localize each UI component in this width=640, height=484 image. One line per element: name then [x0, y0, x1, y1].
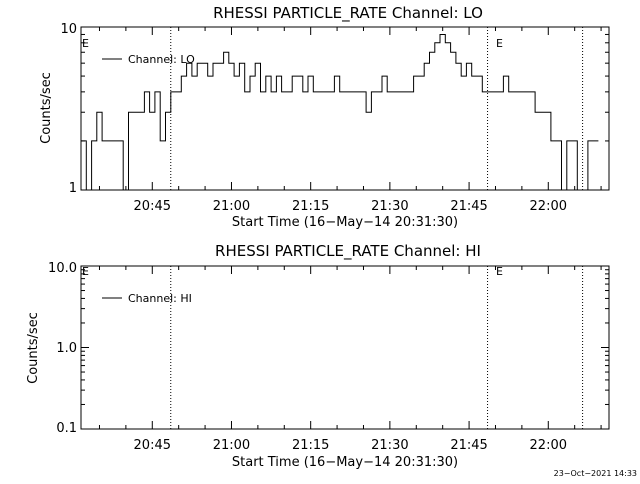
panel-lo-title: RHESSI PARTICLE_RATE Channel: LO	[213, 4, 483, 23]
panel-lo-xticks: 20:45 21:00 21:15 21:30 21:45 22:00	[98, 27, 602, 214]
xtick-label: 21:45	[450, 199, 487, 214]
xtick-label: 20:45	[134, 199, 171, 214]
panel-lo-legend-label: Channel: LO	[128, 53, 195, 66]
panel-hi-marker-label-e2: E	[496, 265, 503, 278]
xtick-label: 21:30	[371, 199, 408, 214]
panel-hi-ytick-10-0: 10.0	[48, 261, 77, 276]
xtick-label: 20:45	[134, 438, 171, 453]
xtick-label: 21:15	[292, 199, 329, 214]
panel-hi-xlabel: Start Time (16−May−14 20:31:30)	[232, 455, 458, 470]
xtick-label: 21:30	[371, 438, 408, 453]
series-line-lo	[81, 34, 599, 191]
xtick-label: 21:00	[213, 438, 250, 453]
panel-hi-markers	[170, 266, 584, 429]
xtick-label: 22:00	[530, 438, 567, 453]
footer-date: 23−Oct−2021 14:33	[554, 469, 637, 478]
panel-lo-ylabel: Counts/sec	[39, 72, 54, 144]
panel-hi: RHESSI PARTICLE_RATE Channel: HI Counts/…	[26, 242, 610, 470]
panel-lo-ytick-1: 1	[69, 181, 77, 196]
panel-lo-marker-label-e1: E	[82, 37, 89, 50]
panel-hi-ylabel: Counts/sec	[26, 312, 41, 384]
panel-lo-yticks	[81, 33, 609, 191]
xtick-label: 21:15	[292, 438, 329, 453]
panel-lo-ytick-10: 10	[60, 22, 77, 37]
panel-hi-yticks	[81, 269, 609, 430]
xtick-label: 22:00	[530, 199, 567, 214]
panel-hi-xticks: 20:45 21:00 21:15 21:30 21:45 22:00	[98, 266, 602, 453]
panel-lo: RHESSI PARTICLE_RATE Channel: LO Counts/…	[39, 4, 610, 230]
panel-hi-axes-frame	[80, 265, 610, 430]
panel-hi-marker-label-e1: E	[82, 265, 89, 278]
xtick-label: 21:00	[213, 199, 250, 214]
panel-lo-series	[81, 34, 599, 191]
panel-lo-marker-label-e2: E	[496, 37, 503, 50]
panel-lo-markers	[170, 27, 584, 190]
panel-hi-ytick-1-0: 1.0	[56, 341, 77, 356]
xtick-label: 21:45	[450, 438, 487, 453]
panel-lo-axes-frame	[80, 26, 610, 191]
panel-hi-title: RHESSI PARTICLE_RATE Channel: HI	[215, 242, 481, 261]
panel-lo-xlabel: Start Time (16−May−14 20:31:30)	[232, 215, 458, 230]
panel-hi-legend-label: Channel: HI	[128, 292, 192, 305]
panel-hi-ytick-0-1: 0.1	[56, 421, 77, 436]
